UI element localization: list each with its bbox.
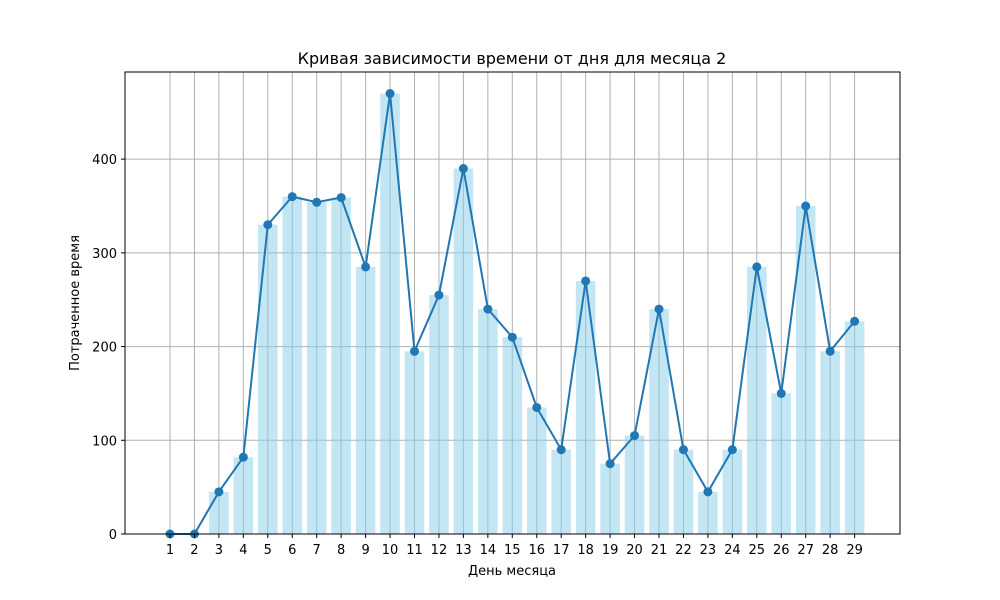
data-point — [825, 346, 835, 356]
x-tick-label: 18 — [577, 543, 594, 558]
bar — [844, 321, 865, 534]
x-axis-label: День месяца — [468, 564, 556, 579]
data-point — [336, 193, 346, 203]
data-point — [507, 332, 517, 342]
bar — [747, 266, 767, 534]
x-tick-label: 28 — [822, 543, 839, 558]
chart-title: Кривая зависимости времени от дня для ме… — [298, 49, 727, 68]
x-tick-label: 27 — [797, 543, 814, 558]
data-point — [287, 192, 297, 202]
x-tick-label: 16 — [528, 543, 545, 558]
y-tick-label: 100 — [92, 434, 117, 449]
x-tick-label: 22 — [675, 543, 692, 558]
data-point — [556, 445, 566, 455]
bars — [209, 93, 865, 535]
data-point — [776, 388, 786, 398]
bar — [502, 337, 523, 534]
data-point — [263, 220, 273, 230]
bar — [429, 295, 449, 534]
x-tick-label: 13 — [455, 543, 472, 558]
data-point — [752, 262, 762, 272]
data-point — [238, 452, 248, 462]
bar — [355, 266, 376, 534]
x-tick-label: 10 — [382, 543, 399, 558]
x-tick-label: 21 — [651, 543, 668, 558]
x-tick-label: 8 — [337, 543, 345, 558]
bar — [282, 196, 303, 535]
x-tick-label: 26 — [773, 543, 790, 558]
data-point — [654, 304, 664, 314]
y-tick-label: 300 — [92, 247, 117, 262]
bar — [209, 491, 229, 534]
x-tick-label: 23 — [700, 543, 717, 558]
x-tick-label: 25 — [749, 543, 766, 558]
bar — [649, 309, 669, 534]
x-tick-label: 14 — [480, 543, 497, 558]
data-point — [581, 276, 591, 286]
y-axis-ticks: 0 100 200 300 400 — [92, 153, 125, 543]
bar — [771, 393, 792, 534]
bar — [306, 202, 327, 534]
data-point — [385, 89, 395, 99]
data-point — [312, 197, 322, 207]
data-point — [410, 346, 419, 356]
data-point — [727, 445, 737, 455]
x-tick-label: 9 — [361, 543, 369, 558]
bar — [478, 309, 498, 534]
bar — [551, 449, 571, 534]
data-point — [703, 487, 713, 497]
x-tick-label: 24 — [724, 543, 741, 558]
x-tick-label: 7 — [313, 543, 321, 558]
bar — [258, 224, 278, 535]
x-tick-label: 4 — [239, 543, 247, 558]
bar — [404, 351, 425, 534]
x-tick-label: 6 — [288, 543, 296, 558]
bar — [698, 491, 718, 534]
data-point — [801, 201, 811, 211]
bar — [820, 351, 840, 534]
bar — [795, 206, 816, 534]
points — [165, 89, 860, 539]
data-point — [483, 304, 493, 314]
x-tick-label: 1 — [166, 543, 174, 558]
bar — [453, 168, 474, 535]
bar — [600, 463, 620, 534]
bar — [233, 457, 254, 534]
data-point — [850, 316, 860, 326]
data-point — [214, 487, 224, 497]
data-point — [605, 459, 615, 469]
x-tick-label: 11 — [406, 543, 423, 558]
bar — [526, 407, 547, 534]
x-tick-label: 19 — [602, 543, 619, 558]
bar — [673, 449, 694, 534]
x-tick-label: 2 — [190, 543, 198, 558]
data-point — [678, 445, 688, 455]
x-tick-label: 12 — [431, 543, 448, 558]
x-tick-label: 3 — [215, 543, 223, 558]
x-tick-label: 17 — [553, 543, 570, 558]
bar — [575, 280, 596, 534]
bar — [624, 435, 645, 534]
x-tick-label: 5 — [264, 543, 272, 558]
data-point — [532, 402, 542, 412]
y-tick-label: 400 — [92, 153, 117, 168]
data-point — [630, 431, 640, 441]
data-point — [458, 164, 468, 174]
bar — [331, 197, 351, 534]
y-tick-label: 200 — [92, 341, 117, 356]
bar — [722, 449, 743, 534]
x-tick-label: 15 — [504, 543, 521, 558]
x-tick-label: 29 — [846, 543, 863, 558]
bar — [380, 93, 400, 535]
data-point — [361, 262, 371, 272]
x-axis-ticks: 1 2 3 4 5 6 7 8 9 10 11 12 13 14 15 16 17 18 19 20 21 22 23 24 2… — [166, 534, 863, 558]
data-point — [434, 290, 444, 300]
x-tick-label: 20 — [626, 543, 643, 558]
y-axis-label: Потраченное время — [68, 235, 83, 371]
y-tick-label: 0 — [109, 528, 117, 543]
